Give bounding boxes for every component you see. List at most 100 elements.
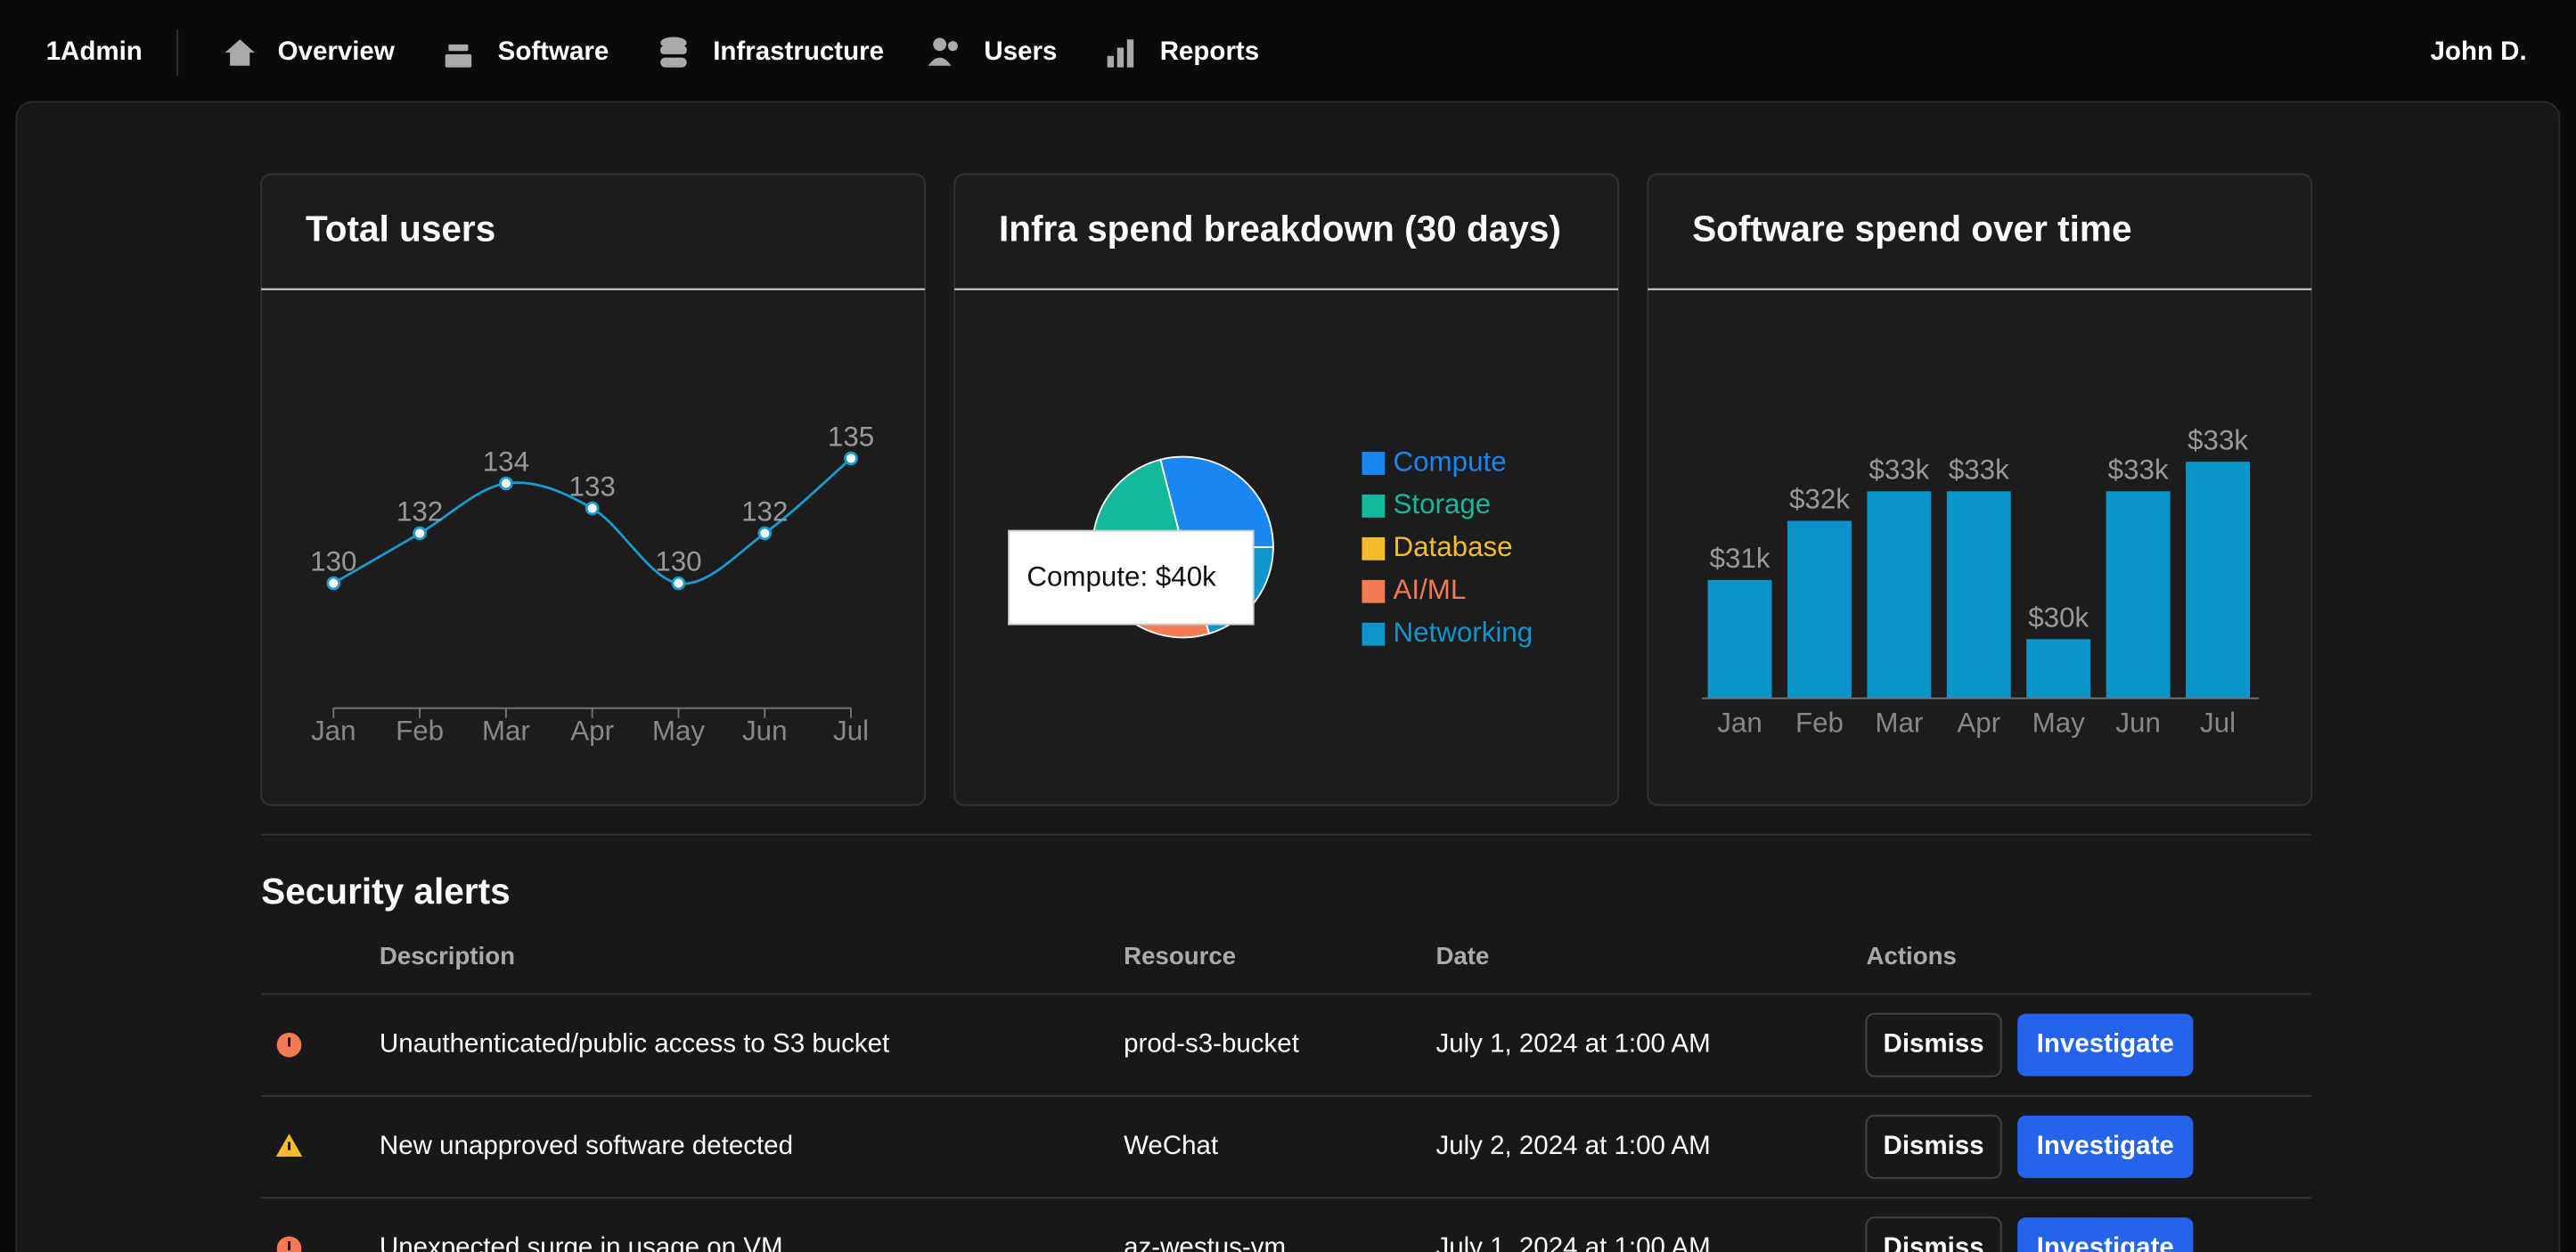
x-tick-label: Mar	[1875, 707, 1923, 738]
dismiss-label[interactable]: Dismiss	[1884, 1232, 1984, 1252]
value-label: 135	[828, 421, 874, 453]
x-tick-label: Jun	[742, 716, 788, 747]
section-title: Security alerts	[261, 871, 510, 912]
x-tick-label: May	[2032, 707, 2086, 738]
nav-item[interactable]: Users	[984, 37, 1057, 66]
investigate-label[interactable]: Investigate	[2037, 1131, 2174, 1160]
cell: Unauthenticated/public access to S3 buck…	[380, 1028, 889, 1058]
cell: az-westus-vm	[1124, 1232, 1286, 1252]
dismiss-label[interactable]: Dismiss	[1884, 1028, 1984, 1058]
value-label: 130	[310, 546, 356, 577]
bar	[1867, 491, 1932, 699]
nav-item[interactable]: Infrastructure	[713, 37, 884, 66]
point	[585, 501, 600, 516]
column-header: Date	[1435, 942, 1489, 970]
pie-slice	[1092, 458, 1184, 549]
x-tick-label: Jul	[833, 716, 869, 747]
point	[757, 526, 773, 541]
point	[671, 576, 686, 591]
x-tick-label: Mar	[482, 716, 530, 747]
x-tick-label: Apr	[570, 716, 614, 747]
legend-label: Storage	[1394, 488, 1492, 520]
users-icon	[947, 41, 958, 52]
cell: July 1, 2024 at 1:00 AM	[1435, 1232, 1710, 1252]
value-label: 134	[483, 446, 529, 478]
value-label: 130	[655, 546, 701, 577]
cell: July 2, 2024 at 1:00 AM	[1435, 1131, 1710, 1160]
cell: Unexpected surge in usage on VM	[380, 1232, 783, 1252]
legend-label: Networking	[1394, 617, 1533, 648]
x-tick-label: Jun	[2115, 707, 2161, 738]
bar	[1707, 579, 1772, 699]
dismiss-button[interactable]	[1865, 1216, 2002, 1252]
db-icon	[660, 45, 687, 54]
nav-icons	[225, 37, 1134, 68]
value-label: 132	[397, 496, 443, 528]
db-icon	[660, 37, 687, 49]
dismiss-button[interactable]	[1865, 1012, 2002, 1077]
brand: 1Admin	[46, 37, 143, 66]
x-tick-label: May	[652, 716, 706, 747]
value-label: 132	[741, 496, 788, 528]
legend-label: AI/ML	[1394, 574, 1467, 605]
home-icon	[225, 39, 255, 66]
tooltip-text: Compute: $40k	[1026, 561, 1216, 592]
nav-item[interactable]: Software	[498, 37, 609, 66]
legend-label: Database	[1394, 531, 1513, 562]
cell: prod-s3-bucket	[1124, 1028, 1299, 1058]
cell: July 1, 2024 at 1:00 AM	[1435, 1028, 1710, 1058]
point	[499, 476, 513, 491]
x-tick-label: Feb	[396, 716, 444, 747]
software-icon	[445, 53, 472, 68]
investigate-button[interactable]	[2017, 1013, 2194, 1076]
investigate-button[interactable]	[2017, 1217, 2194, 1252]
card	[953, 173, 1620, 806]
bar	[1787, 520, 1852, 699]
value-label: $33k	[2108, 454, 2169, 485]
user-name[interactable]: John D.	[2431, 37, 2527, 66]
x-tick-label: Apr	[1957, 707, 2000, 738]
nav-item[interactable]: Reports	[1160, 37, 1259, 66]
users-icon	[928, 57, 952, 66]
users-icon	[933, 37, 946, 52]
card-title: Infra spend breakdown (30 days)	[999, 209, 1561, 250]
card-title: Software spend over time	[1692, 209, 2131, 250]
db-icon	[660, 57, 687, 68]
tooltip	[1008, 529, 1255, 626]
warning-mark	[288, 1142, 290, 1150]
dismiss-label[interactable]: Dismiss	[1884, 1131, 1984, 1160]
investigate-label[interactable]: Investigate	[2037, 1028, 2174, 1058]
column-header: Resource	[1124, 942, 1236, 970]
value-label: $31k	[1710, 543, 1770, 574]
software-icon	[448, 44, 469, 52]
bar	[2026, 639, 2091, 699]
reports-icon	[1107, 55, 1115, 68]
value-label: 133	[569, 471, 616, 503]
point	[413, 526, 427, 541]
value-label: $32k	[1789, 484, 1850, 515]
x-tick-label: Jul	[2200, 707, 2236, 738]
reports-icon	[1126, 39, 1134, 68]
cell: New unapproved software detected	[380, 1131, 793, 1160]
legend-swatch	[1362, 622, 1386, 646]
card	[260, 173, 926, 806]
point	[326, 576, 341, 591]
value-label: $33k	[1869, 454, 1929, 485]
bar	[2106, 491, 2171, 699]
bar	[2186, 462, 2251, 699]
card-title: Total users	[306, 209, 495, 250]
value-label: $30k	[2028, 601, 2089, 633]
bar	[1946, 491, 2011, 699]
error-mark	[288, 1037, 290, 1047]
x-tick-label: Jan	[311, 716, 356, 747]
investigate-button[interactable]	[2017, 1115, 2194, 1178]
investigate-label[interactable]: Investigate	[2037, 1232, 2174, 1252]
nav-item[interactable]: Overview	[278, 37, 395, 66]
pie-slice	[1159, 455, 1274, 548]
cell: WeChat	[1124, 1131, 1218, 1160]
dismiss-button[interactable]	[1865, 1115, 2002, 1179]
value-label: $33k	[2188, 424, 2248, 455]
value-label: $33k	[1949, 454, 2009, 485]
